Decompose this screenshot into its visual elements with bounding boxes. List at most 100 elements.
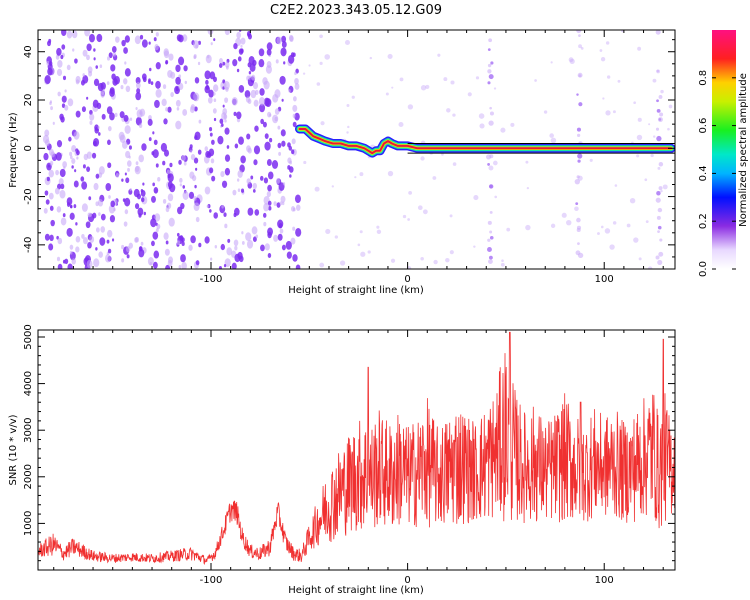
noise-dot [124,209,129,215]
noise-dot [280,195,286,203]
noise-dot [138,154,144,163]
noise-dot [285,240,292,250]
noise-dot [163,118,168,125]
noise-dot [57,237,63,245]
noise-dot [566,219,572,226]
noise-dot [138,123,143,129]
noise-dot [69,204,73,209]
noise-dot [223,212,227,217]
noise-dot [232,189,237,196]
noise-dot [86,54,90,61]
noise-dot [139,34,144,40]
noise-dot [169,162,173,168]
noise-dot [152,131,155,135]
noise-dot [180,254,186,263]
streak-dot [577,242,580,246]
noise-dot [293,96,297,102]
noise-dot [561,212,567,218]
noise-dot [82,164,86,169]
noise-dot [142,182,145,186]
noise-dot [95,201,99,207]
noise-dot [99,237,106,246]
noise-dot [167,106,172,113]
noise-dot [234,245,238,251]
noise-dot [633,237,639,243]
noise-dot [246,239,254,249]
noise-dot [157,176,161,182]
noise-dot [97,125,100,130]
noise-dot [357,243,361,247]
streak-dot [658,186,663,191]
noise-dot [181,155,186,161]
noise-dot [162,84,167,89]
noise-dot [194,77,200,84]
noise-dot [192,175,197,182]
noise-dot [222,104,225,108]
noise-dot [267,200,272,206]
noise-dot [195,260,200,266]
noise-dot [246,178,251,185]
noise-dot [106,239,110,244]
noise-dot [43,152,49,161]
frequency-ridge [295,124,675,158]
noise-dot [81,106,86,113]
noise-dot [69,244,74,250]
noise-dot [319,61,323,65]
noise-dot [45,199,50,205]
noise-dot [82,75,89,84]
noise-dot [387,170,394,177]
noise-dot [289,160,293,165]
noise-dot [281,98,284,102]
noise-dot [266,42,273,51]
noise-dot [179,235,184,241]
noise-dot [263,203,270,212]
noise-dot [87,66,93,74]
noise-dot [367,250,371,254]
noise-dot [56,139,63,148]
spectrogram-y-tick-label: 0 [23,145,34,151]
noise-dot [238,255,244,263]
noise-dot [473,245,476,248]
noise-dot [211,175,216,182]
streak-dot [490,61,494,65]
noise-dot [422,209,428,215]
noise-dot [193,202,200,212]
noise-dot [219,58,223,64]
noise-dot [236,31,241,39]
streak-dot [655,30,661,35]
noise-dot [175,64,181,73]
noise-dot [281,35,287,43]
noise-dot [141,73,147,81]
noise-dot [291,149,295,155]
noise-dot [324,54,331,60]
noise-dot [88,33,95,43]
noise-dot [667,127,670,131]
noise-dot [48,169,55,178]
noise-dot [272,93,279,103]
noise-dot [141,143,147,151]
noise-dot [189,144,193,149]
noise-dot [59,189,66,199]
noise-dot [57,263,63,269]
noise-dot [82,237,88,245]
noise-dot [264,243,270,251]
noise-dot [204,146,209,152]
noise-dot [259,175,264,181]
noise-dot [73,180,79,188]
noise-dot [636,134,643,141]
noise-dot [188,191,195,200]
streak-dot [659,238,663,242]
noise-dot [279,75,286,85]
noise-dot [50,219,55,227]
noise-dot [277,233,283,241]
noise-dot [236,111,242,120]
spectrogram-frame [37,29,676,270]
streak-dot [487,220,492,225]
noise-dot [237,188,241,192]
noise-dot [213,84,219,92]
noise-dot [155,62,161,70]
noise-dot [303,160,307,165]
noise-dot [227,238,231,243]
noise-dot [319,34,323,39]
snr-series [38,331,675,565]
